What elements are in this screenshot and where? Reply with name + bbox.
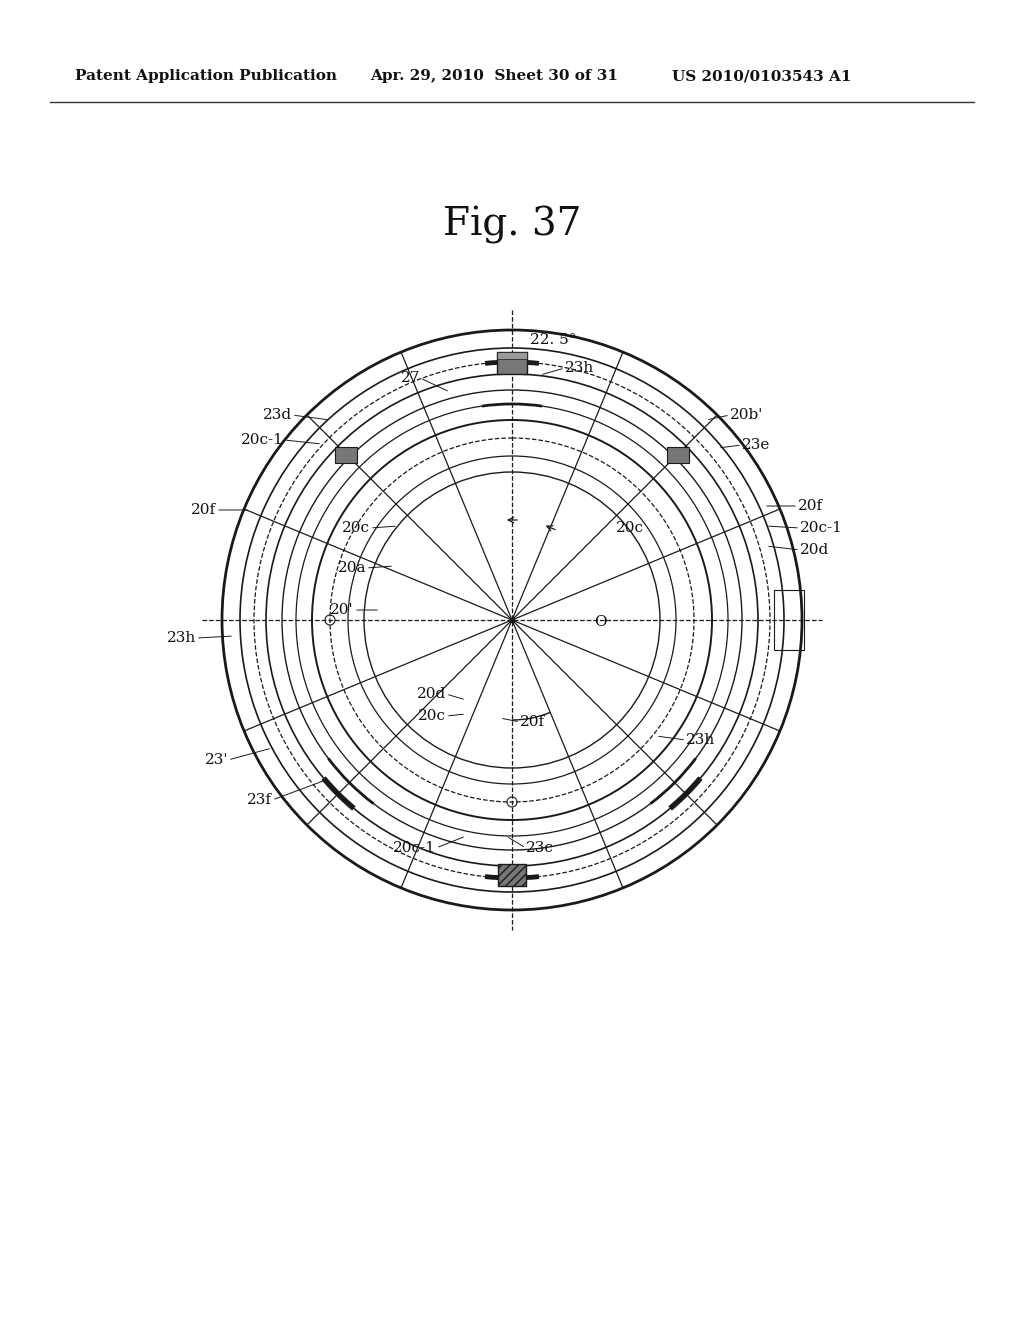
Text: 20f: 20f [520,715,545,729]
Bar [667,447,688,463]
Text: 20c: 20c [418,709,446,723]
Text: Fig. 37: Fig. 37 [442,206,582,244]
Text: O: O [594,615,606,630]
Text: 20c-1: 20c-1 [241,433,284,447]
Text: 23c: 23c [526,841,554,855]
Text: 20d: 20d [417,686,446,701]
Text: Patent Application Publication: Patent Application Publication [75,69,337,83]
Text: 20c: 20c [342,521,370,535]
Text: 20a: 20a [338,561,366,576]
Text: 22. 5°: 22. 5° [530,333,577,347]
Text: 23h: 23h [167,631,196,645]
Text: 23f: 23f [247,793,272,807]
Bar [336,447,357,463]
Text: 20b': 20b' [730,408,763,422]
Text: 20f: 20f [190,503,216,517]
Text: 23': 23' [205,752,228,767]
Text: 23d: 23d [263,408,292,422]
Bar [497,352,527,359]
Text: 23e: 23e [742,438,770,451]
Text: 23h: 23h [686,733,715,747]
Text: 20f: 20f [798,499,823,513]
Text: 20': 20' [331,603,354,616]
Text: US 2010/0103543 A1: US 2010/0103543 A1 [672,69,852,83]
Text: 20d: 20d [800,543,829,557]
Text: 20c-1: 20c-1 [393,841,436,855]
Bar [498,865,526,886]
Bar [774,590,804,649]
Text: 27: 27 [400,371,420,385]
Text: Apr. 29, 2010  Sheet 30 of 31: Apr. 29, 2010 Sheet 30 of 31 [370,69,618,83]
Bar [498,865,526,886]
Text: 20c: 20c [616,521,644,535]
Bar [497,352,527,374]
Text: 20c-1: 20c-1 [800,521,843,535]
Text: 23h: 23h [565,360,594,375]
